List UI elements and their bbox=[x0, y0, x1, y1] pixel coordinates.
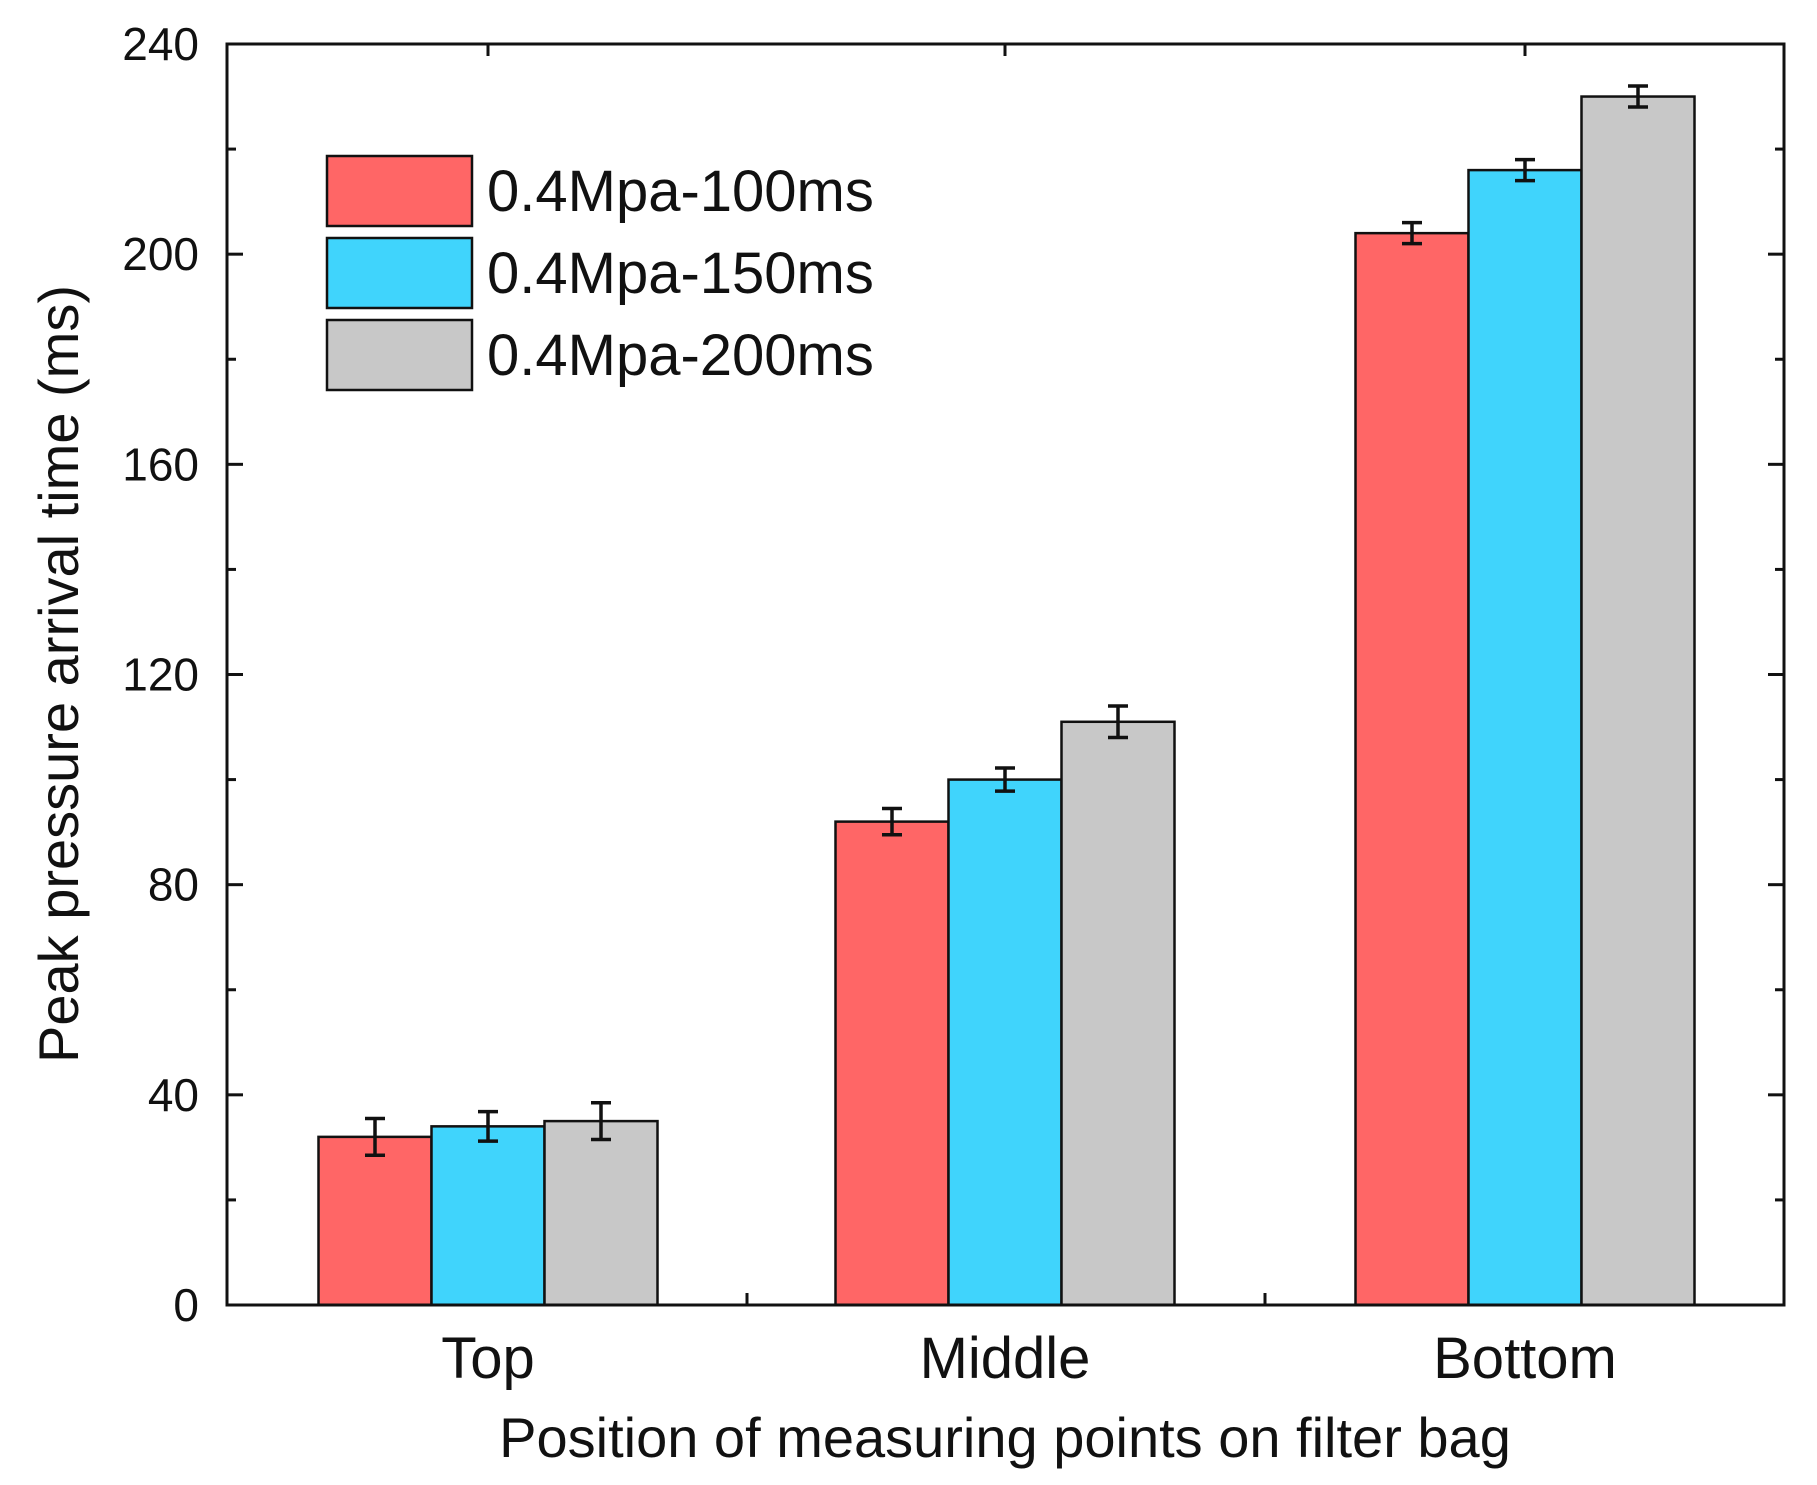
error-bar-middle-series-2 bbox=[1108, 704, 1128, 740]
bar-middle-series-1 bbox=[947, 778, 1063, 1307]
bar-middle-series-2 bbox=[1060, 720, 1176, 1307]
y-axis-title: Peak pressure arrival time (ms) bbox=[27, 285, 90, 1063]
y-tick-label: 40 bbox=[148, 1069, 199, 1121]
x-axis-title: Position of measuring points on filter b… bbox=[499, 1406, 1511, 1469]
bar-bottom-series-0 bbox=[1354, 231, 1470, 1307]
error-bars-layer bbox=[365, 84, 1648, 1158]
bar-bottom-series-1 bbox=[1467, 168, 1583, 1307]
y-tick-label: 120 bbox=[122, 649, 199, 701]
ticks-layer bbox=[227, 42, 1784, 1307]
legend-swatch-0 bbox=[325, 154, 474, 228]
error-bar-top-series-2 bbox=[591, 1100, 611, 1142]
legend-label-2: 0.4Mpa-200ms bbox=[487, 323, 874, 388]
legend: 0.4Mpa-100ms 0.4Mpa-150ms 0.4Mpa-200ms bbox=[325, 154, 874, 392]
category-label-middle: Middle bbox=[920, 1326, 1091, 1391]
error-bar-bottom-series-0 bbox=[1402, 220, 1422, 246]
category-label-top: Top bbox=[441, 1326, 535, 1391]
error-bar-middle-series-1 bbox=[995, 766, 1015, 793]
y-tick-label: 200 bbox=[122, 228, 199, 280]
y-tick-label: 160 bbox=[122, 438, 199, 490]
error-bar-top-series-1 bbox=[478, 1109, 498, 1143]
y-tick-label: 80 bbox=[148, 859, 199, 911]
bar-bottom-series-2 bbox=[1580, 95, 1696, 1307]
bar-top-series-0 bbox=[317, 1135, 433, 1307]
category-label-bottom: Bottom bbox=[1433, 1326, 1617, 1391]
bar-top-series-1 bbox=[430, 1125, 546, 1307]
error-bar-bottom-series-2 bbox=[1628, 84, 1648, 109]
y-tick-label: 0 bbox=[173, 1279, 199, 1331]
error-bar-top-series-0 bbox=[365, 1116, 385, 1158]
error-bar-middle-series-0 bbox=[882, 806, 902, 837]
error-bar-bottom-series-1 bbox=[1515, 157, 1535, 183]
legend-swatch-2 bbox=[325, 318, 474, 392]
legend-label-1: 0.4Mpa-150ms bbox=[487, 241, 874, 306]
bar-middle-series-0 bbox=[834, 820, 950, 1307]
y-tick-label: 240 bbox=[122, 18, 199, 70]
legend-label-0: 0.4Mpa-100ms bbox=[487, 159, 874, 224]
bar-top-series-2 bbox=[543, 1119, 659, 1307]
y-tick-labels: 0 40 80 120 160 200 240 bbox=[122, 18, 199, 1331]
legend-swatch-1 bbox=[325, 236, 474, 310]
x-category-labels: Top Middle Bottom bbox=[441, 1326, 1617, 1391]
